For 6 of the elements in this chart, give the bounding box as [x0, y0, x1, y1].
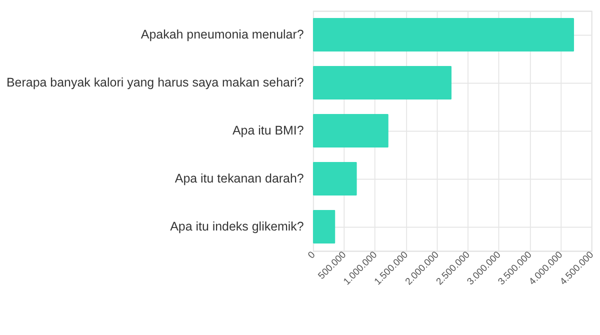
x-tick-label: 0 — [306, 250, 318, 262]
y-tick-label: Apakah pneumonia menular? — [140, 28, 304, 42]
y-tick-label: Apa itu tekanan darah? — [174, 172, 304, 186]
y-tick-label: Berapa banyak kalori yang harus saya makan sehari? — [6, 76, 304, 90]
y-tick-label: Apa itu indeks glikemik? — [170, 220, 304, 234]
y-tick-label: Apa itu BMI? — [232, 124, 304, 138]
